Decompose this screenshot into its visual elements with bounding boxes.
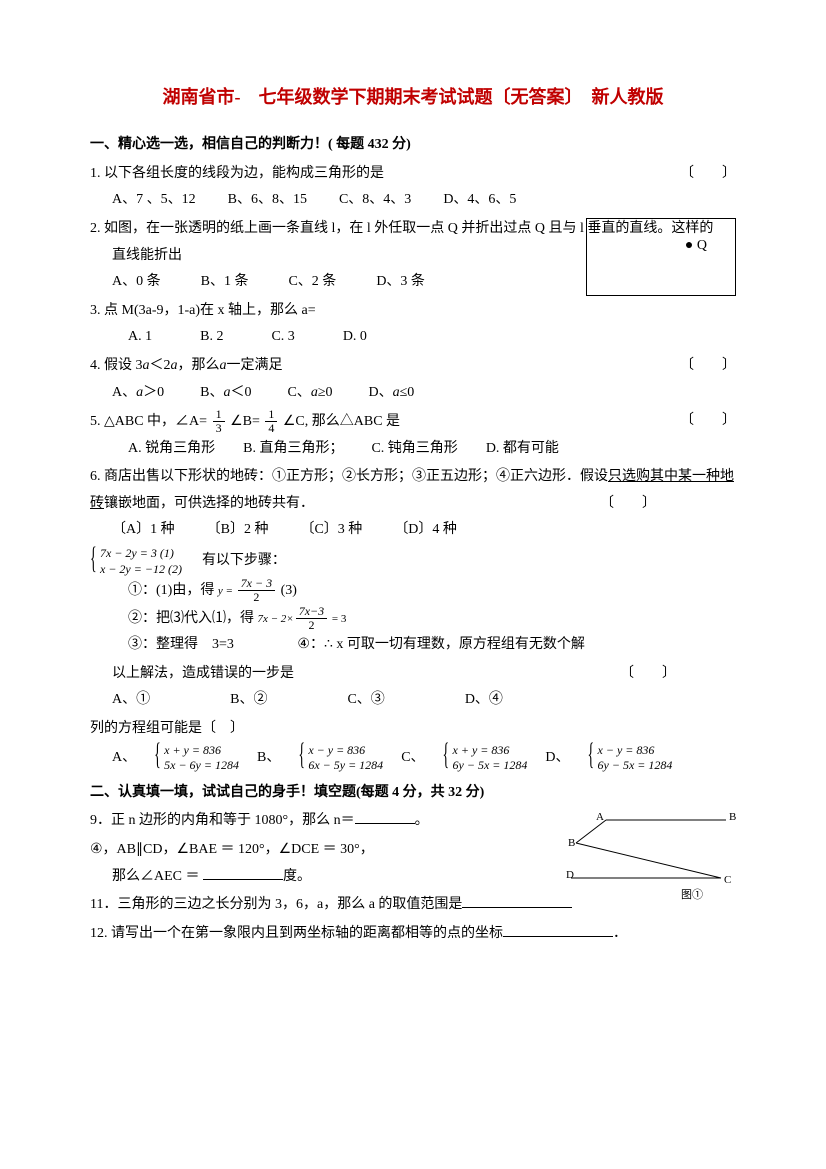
q8-text: 列的方程组可能是〔 〕 bbox=[90, 721, 244, 736]
q7-conclusion: 以上解法，造成错误的一步是 〔 〕 bbox=[90, 661, 736, 688]
q7-step-1: ①：(1)由，得 y = 7x − 32 (3) bbox=[90, 577, 736, 605]
question-7: 7x − 2y = 3 (1) x − 2y = −12 (2) 有以下步骤： bbox=[90, 546, 736, 577]
q6-opt-c: 〔C〕3 种 bbox=[300, 517, 362, 544]
q8-opt-d-label: D、 bbox=[545, 745, 569, 772]
q5-text-post: ∠C, 那么△ABC 是 bbox=[283, 414, 400, 429]
question-3: 3. 点 M(3a-9，1-a)在 x 轴上，那么 a= bbox=[90, 298, 736, 325]
q1-opt-b: B、6、8、15 bbox=[228, 187, 307, 214]
svg-text:A: A bbox=[596, 811, 604, 823]
q7-steps-label: 有以下步骤： bbox=[202, 548, 286, 575]
page-title: 湖南省市- 七年级数学下期期末考试试题〔无答案〕 新人教版 bbox=[90, 80, 736, 114]
q8-opt-b-label: B、 bbox=[257, 745, 280, 772]
q7-opt-b: B、② bbox=[230, 687, 267, 714]
q3-opt-b: B. 2 bbox=[200, 324, 223, 351]
svg-text:C: C bbox=[724, 874, 731, 886]
q4-options: A、a＞0 B、a＜0 C、a≥0 D、a≤0 bbox=[90, 380, 736, 407]
q1-text: 1. 以下各组长度的线段为边，能构成三角形的是 bbox=[90, 161, 736, 188]
q6-opt-b: 〔B〕2 种 bbox=[207, 517, 269, 544]
question-4: 4. 假设 3a＜2a，那么a一定满足 〔 〕 bbox=[90, 353, 736, 380]
q7-opt-a: A、① bbox=[112, 687, 150, 714]
equation-system: x + y = 836 6y − 5x = 1284 bbox=[443, 743, 528, 774]
answer-bracket: 〔 〕 bbox=[600, 491, 656, 518]
q8-opt-c-label: C、 bbox=[401, 745, 424, 772]
q5-text-pre: 5. △ABC 中，∠A= bbox=[90, 414, 207, 429]
section-1-header: 一、精心选一选，相信自己的判断力！( 每题 432 分) bbox=[90, 132, 736, 159]
answer-bracket: 〔 〕 bbox=[680, 353, 736, 380]
q4-opt-a: A、a＞0 bbox=[112, 380, 164, 407]
question-2: 2. 如图，在一张透明的纸上画一条直线 l，在 l 外任取一点 Q 并折出过点 … bbox=[90, 216, 736, 269]
q4-text-post: 一定满足 bbox=[227, 358, 283, 373]
question-6: 6. 商店出售以下形状的地砖：①正方形；②长方形；③正五边形；④正六边形．假设只… bbox=[90, 464, 736, 517]
q2-point-q: ● Q bbox=[685, 233, 707, 260]
q6-opt-a: 〔A〕1 种 bbox=[112, 517, 175, 544]
q8-opt-a-label: A、 bbox=[112, 745, 136, 772]
q3-opt-c: C. 3 bbox=[271, 324, 294, 351]
q6-text-pre: 6. 商店出售以下形状的地砖：①正方形；②长方形；③正五边形；④正六边形．假设 bbox=[90, 469, 608, 484]
q5-options: A. 锐角三角形 B. 直角三角形； C. 钝角三角形 D. 都有可能 bbox=[90, 436, 736, 463]
q6-text-post: 镶嵌地面，可供选择的地砖共有． bbox=[104, 496, 314, 511]
q3-options: A. 1 B. 2 C. 3 D. 0 bbox=[90, 324, 736, 351]
blank-input[interactable] bbox=[503, 923, 613, 937]
question-9: 9．正 n 边形的内角和等于 1080°，那么 n＝。 A B B D C 图① bbox=[90, 808, 736, 835]
answer-bracket: 〔 〕 bbox=[680, 408, 736, 435]
answer-bracket: 〔 〕 bbox=[680, 161, 736, 188]
q7-step-2: ②：把⑶代入⑴，得 7x − 2×7x−32 = 3 bbox=[90, 605, 736, 633]
question-10: ④，AB∥CD，∠BAE ＝ 120°，∠DCE ＝ 30°， bbox=[90, 837, 736, 864]
equation-system: x − y = 836 6x − 5y = 1284 bbox=[298, 743, 383, 774]
q4-opt-b: B、a＜0 bbox=[200, 380, 251, 407]
q7-opt-d: D、④ bbox=[465, 687, 503, 714]
svg-text:D: D bbox=[566, 869, 574, 881]
q1-opt-d: D、4、6、5 bbox=[443, 187, 516, 214]
fraction-icon: 14 bbox=[265, 408, 277, 435]
q8-options: A、 x + y = 836 5x − 6y = 1284 B、 x − y =… bbox=[90, 743, 736, 774]
blank-input[interactable] bbox=[355, 810, 415, 824]
q3-text: 3. 点 M(3a-9，1-a)在 x 轴上，那么 a= bbox=[90, 303, 316, 318]
svg-text:B: B bbox=[729, 811, 736, 823]
q7-opt-c: C、③ bbox=[347, 687, 384, 714]
q7-step-34: ③：整理得 3=3 ④：∴ x 可取一切有理数，原方程组有无数个解 bbox=[90, 632, 736, 659]
question-5: 5. △ABC 中，∠A= 13 ∠B= 14 ∠C, 那么△ABC 是 〔 〕 bbox=[90, 408, 736, 436]
q6-opt-d: 〔D〕4 种 bbox=[394, 517, 457, 544]
q1-opt-a: A、7 、5、12 bbox=[112, 187, 196, 214]
section-2-header: 二、认真填一填，试试自己的身手！填空题(每题 4 分，共 32 分) bbox=[90, 780, 736, 807]
q2-opt-b: B、1 条 bbox=[201, 269, 249, 296]
answer-bracket: 〔 〕 bbox=[620, 661, 676, 688]
q5-opt-a: A. 锐角三角形 bbox=[128, 436, 215, 463]
equation-system: x − y = 836 6y − 5x = 1284 bbox=[588, 743, 673, 774]
q3-opt-d: D. 0 bbox=[343, 324, 367, 351]
q1-options: A、7 、5、12 B、6、8、15 C、8、4、3 D、4、6、5 bbox=[90, 187, 736, 214]
question-1: 1. 以下各组长度的线段为边，能构成三角形的是 〔 〕 bbox=[90, 161, 736, 188]
q4-opt-c: C、a≥0 bbox=[287, 380, 332, 407]
q2-opt-d: D、3 条 bbox=[376, 269, 425, 296]
question-8: 列的方程组可能是〔 〕 bbox=[90, 716, 736, 743]
equation-system: x + y = 836 5x − 6y = 1284 bbox=[154, 743, 239, 774]
q5-opt-c: C. 钝角三角形 bbox=[371, 436, 457, 463]
q1-opt-c: C、8、4、3 bbox=[339, 187, 411, 214]
q7-options: A、① B、② C、③ D、④ bbox=[90, 687, 736, 714]
fraction-icon: 7x − 32 bbox=[238, 577, 275, 604]
blank-input[interactable] bbox=[462, 894, 572, 908]
blank-input[interactable] bbox=[203, 866, 283, 880]
q2-opt-a: A、0 条 bbox=[112, 269, 161, 296]
question-12: 12. 请写出一个在第一象限内且到两坐标轴的距离都相等的点的坐标． bbox=[90, 921, 736, 948]
q5-opt-b: B. 直角三角形； bbox=[243, 436, 343, 463]
fraction-icon: 13 bbox=[213, 408, 225, 435]
q5-text-mid: ∠B= bbox=[230, 414, 260, 429]
q3-opt-a: A. 1 bbox=[128, 324, 152, 351]
q5-opt-d: D. 都有可能 bbox=[486, 436, 559, 463]
q4-opt-d: D、a≤0 bbox=[369, 380, 415, 407]
q2-figure: ● Q bbox=[586, 218, 736, 296]
q6-options: 〔A〕1 种 〔B〕2 种 〔C〕3 种 〔D〕4 种 bbox=[90, 517, 736, 544]
equation-system: 7x − 2y = 3 (1) x − 2y = −12 (2) bbox=[90, 546, 182, 577]
fraction-icon: 7x−32 bbox=[296, 605, 327, 632]
question-11: 11．三角形的三边之长分别为 3，6，a，那么 a 的取值范围是 bbox=[90, 892, 736, 919]
q2-opt-c: C、2 条 bbox=[288, 269, 336, 296]
q4-text-pre: 4. 假设 3 bbox=[90, 358, 143, 373]
